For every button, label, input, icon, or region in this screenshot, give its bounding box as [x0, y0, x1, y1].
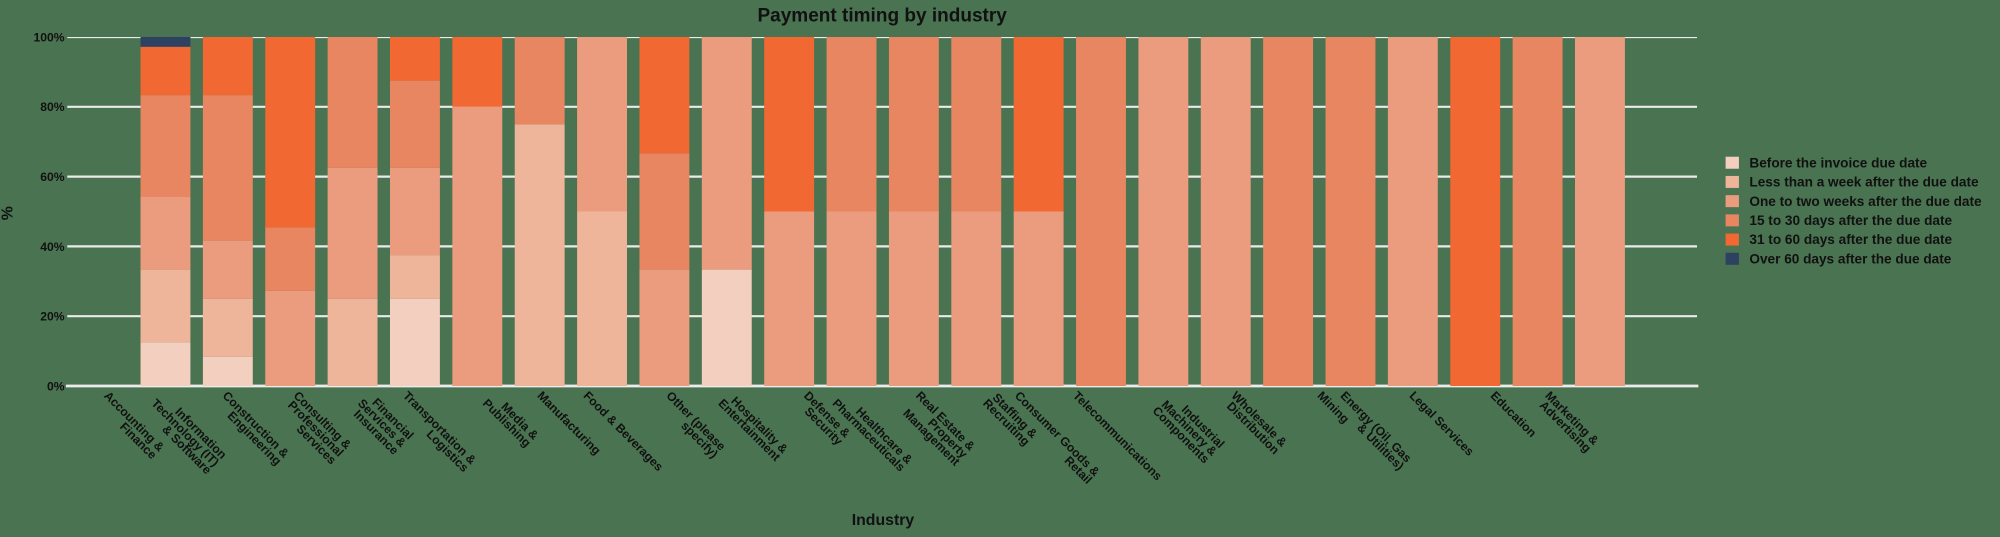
svg-text:%: %: [0, 206, 17, 220]
svg-text:40%: 40%: [40, 240, 65, 254]
svg-text:80%: 80%: [40, 100, 65, 114]
svg-text:60%: 60%: [40, 170, 65, 184]
svg-text:One to two weeks after the due: One to two weeks after the due date: [1749, 194, 1982, 209]
svg-text:20%: 20%: [40, 310, 65, 324]
svg-text:Payment timing by industry: Payment timing by industry: [757, 6, 1007, 27]
svg-text:31 to 60 days after the due da: 31 to 60 days after the due date: [1749, 232, 1952, 247]
svg-text:100%: 100%: [33, 30, 64, 44]
svg-text:15 to 30 days after the due da: 15 to 30 days after the due date: [1749, 213, 1952, 228]
svg-text:Less than a week after the due: Less than a week after the due date: [1749, 175, 1979, 190]
svg-text:0%: 0%: [47, 379, 65, 393]
svg-text:Industry: Industry: [852, 512, 915, 529]
svg-text:Before the invoice due date: Before the invoice due date: [1749, 155, 1927, 170]
svg-text:Over 60 days after the due dat: Over 60 days after the due date: [1749, 251, 1951, 266]
